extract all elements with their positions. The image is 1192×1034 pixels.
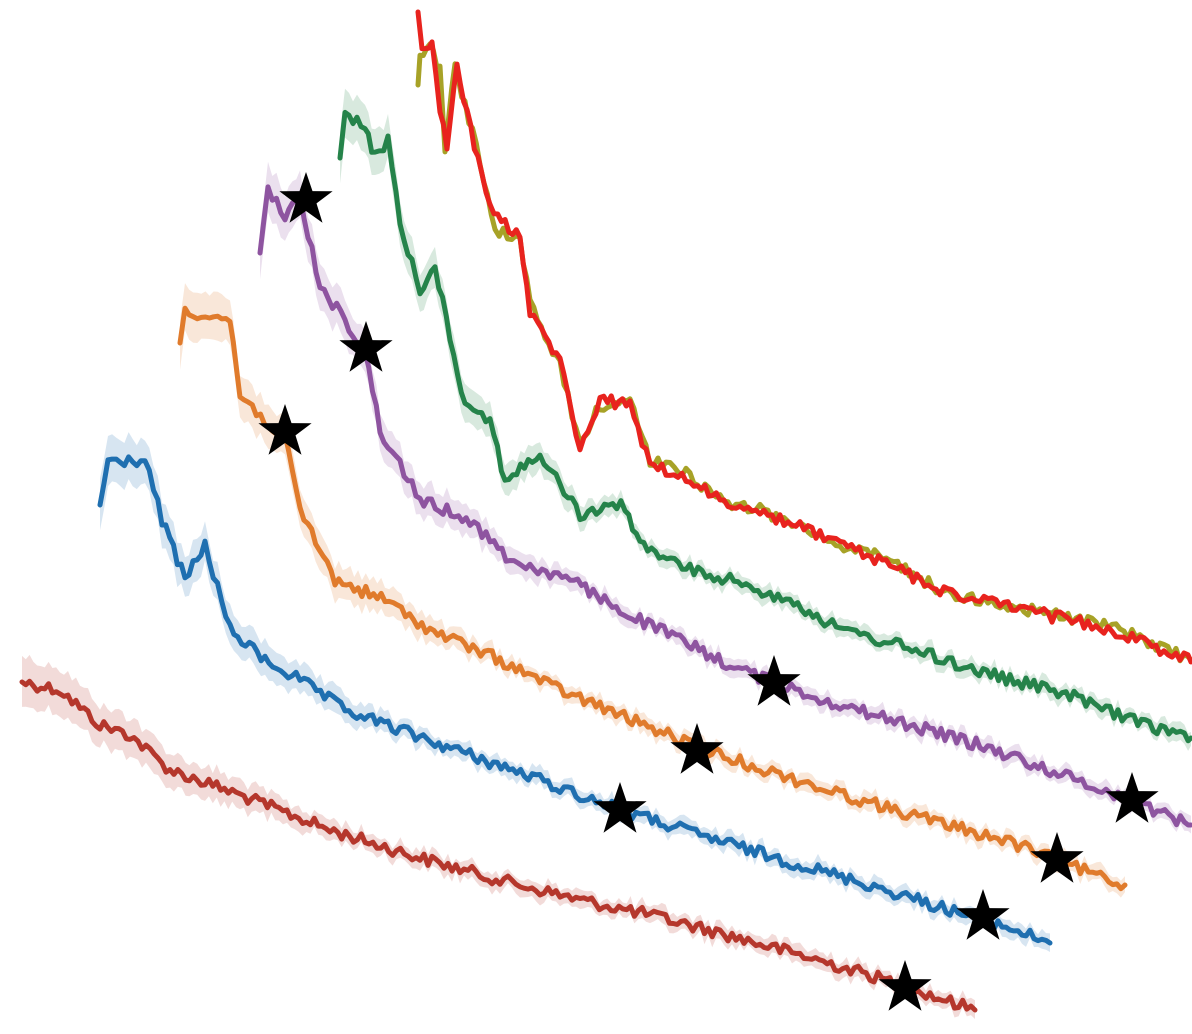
series-5-line	[337, 109, 1192, 744]
series-3-band	[180, 283, 1125, 898]
series-4-star-marker-2	[339, 321, 393, 372]
series-4-band	[260, 161, 1191, 834]
series-2-star-marker-1	[593, 782, 647, 833]
series-3-star-marker-2	[670, 723, 724, 774]
confidence-bands	[22, 88, 1191, 1019]
series-2-band	[100, 432, 1050, 953]
series-2-star-marker-2	[956, 889, 1010, 940]
series-4-star-marker-3	[747, 655, 801, 706]
series-4-line	[257, 184, 1192, 828]
series-1-line	[19, 678, 978, 1013]
series-3-star-marker-3	[1030, 832, 1084, 883]
series-3-star-marker-1	[258, 404, 312, 455]
star-markers	[258, 172, 1159, 1011]
series-2-line	[97, 454, 1053, 946]
series-7-line	[415, 9, 1192, 665]
series-4-star-marker-1	[279, 172, 333, 223]
series-3-line	[177, 305, 1128, 892]
series-lines	[19, 9, 1192, 1013]
series-1-star-marker-1	[878, 960, 932, 1011]
series-4-star-marker-4	[1105, 772, 1159, 823]
